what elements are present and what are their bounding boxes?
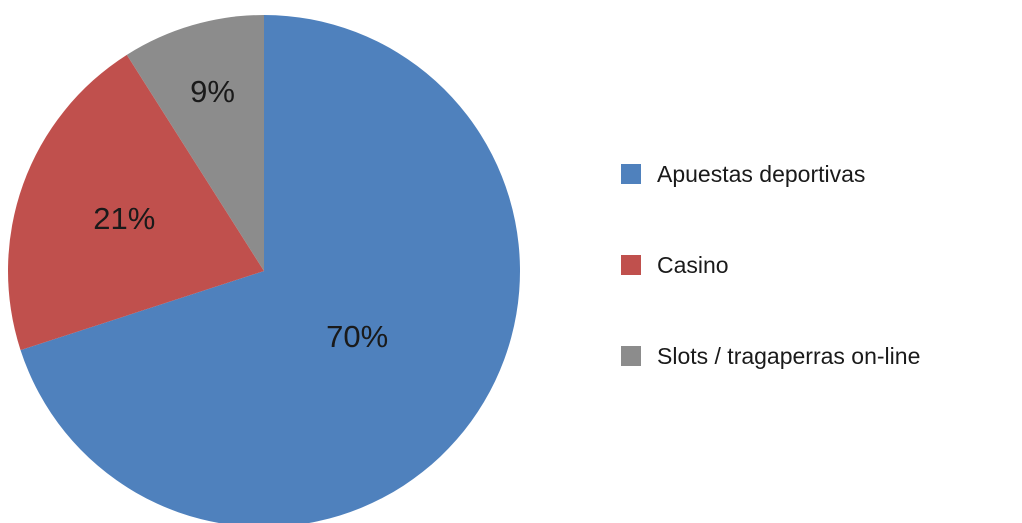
pie-slice-casino	[7, 54, 264, 351]
legend-swatch-apuestas-deportivas	[621, 164, 641, 184]
legend-item-slots: Slots / tragaperras on-line	[621, 334, 920, 378]
legend-label-casino: Casino	[657, 251, 729, 278]
legend-item-apuestas-deportivas: Apuestas deportivas	[621, 152, 920, 196]
slice-value-label-slots: 9%	[190, 74, 235, 109]
slice-value-label-casino: 21%	[93, 201, 155, 236]
legend-swatch-slots	[621, 346, 641, 366]
pie-slice-slots	[126, 15, 264, 271]
pie-slice-apuestas-deportivas	[20, 15, 520, 523]
legend-swatch-casino	[621, 255, 641, 275]
pie-value-labels: 70% 21% 9%	[93, 74, 388, 354]
legend-item-casino: Casino	[621, 243, 920, 287]
chart-legend: Apuestas deportivas Casino Slots / traga…	[621, 152, 920, 425]
pie-slices	[7, 15, 520, 523]
legend-label-apuestas-deportivas: Apuestas deportivas	[657, 160, 866, 187]
slice-value-label-apuestas-deportivas: 70%	[326, 319, 388, 354]
legend-label-slots: Slots / tragaperras on-line	[657, 342, 921, 369]
